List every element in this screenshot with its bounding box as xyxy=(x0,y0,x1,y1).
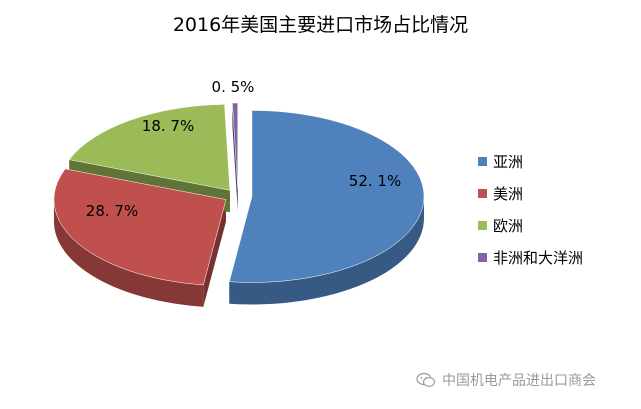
data-label-asia: 52. 1% xyxy=(349,172,401,190)
pie-slice-europe[interactable] xyxy=(68,104,231,191)
data-label-europe: 18. 7% xyxy=(142,117,194,135)
legend-swatch-asia xyxy=(478,156,487,166)
legend-item-africa-oceania[interactable]: 非洲和大洋洲 xyxy=(478,241,583,273)
legend-label-europe: 欧洲 xyxy=(493,216,524,235)
pie-slice-asia[interactable] xyxy=(229,110,425,283)
legend-label-asia: 亚洲 xyxy=(493,152,524,171)
legend-swatch-africa-oceania xyxy=(478,252,487,262)
legend-item-europe[interactable]: 欧洲 xyxy=(478,209,583,241)
legend-swatch-europe xyxy=(478,220,487,230)
legend-swatch-americas xyxy=(478,188,487,198)
legend: 亚洲 美洲 欧洲 非洲和大洋洲 xyxy=(478,145,583,273)
data-label-africa-oceania: 0. 5% xyxy=(212,78,255,96)
slice-cut-face-africa-oceania-0 xyxy=(232,103,238,212)
pie-top-faces xyxy=(53,102,425,286)
slice-side-americas-0 xyxy=(53,199,204,307)
pie-slice-africa-oceania[interactable] xyxy=(232,102,239,190)
slice-cut-face-americas-0 xyxy=(203,199,226,307)
data-label-americas: 28. 7% xyxy=(86,202,138,220)
watermark: 中国机电产品进出口商会 xyxy=(416,370,596,390)
wechat-icon xyxy=(416,372,436,387)
chart-title: 2016年美国主要进口市场占比情况 xyxy=(172,14,469,36)
legend-label-americas: 美洲 xyxy=(493,184,524,203)
pie-slice-americas[interactable] xyxy=(53,168,227,286)
slice-side-asia-0 xyxy=(229,196,424,305)
legend-item-asia[interactable]: 亚洲 xyxy=(478,145,583,177)
legend-label-africa-oceania: 非洲和大洋洲 xyxy=(493,248,584,267)
watermark-text: 中国机电产品进出口商会 xyxy=(442,373,596,389)
legend-item-americas[interactable]: 美洲 xyxy=(478,177,583,209)
